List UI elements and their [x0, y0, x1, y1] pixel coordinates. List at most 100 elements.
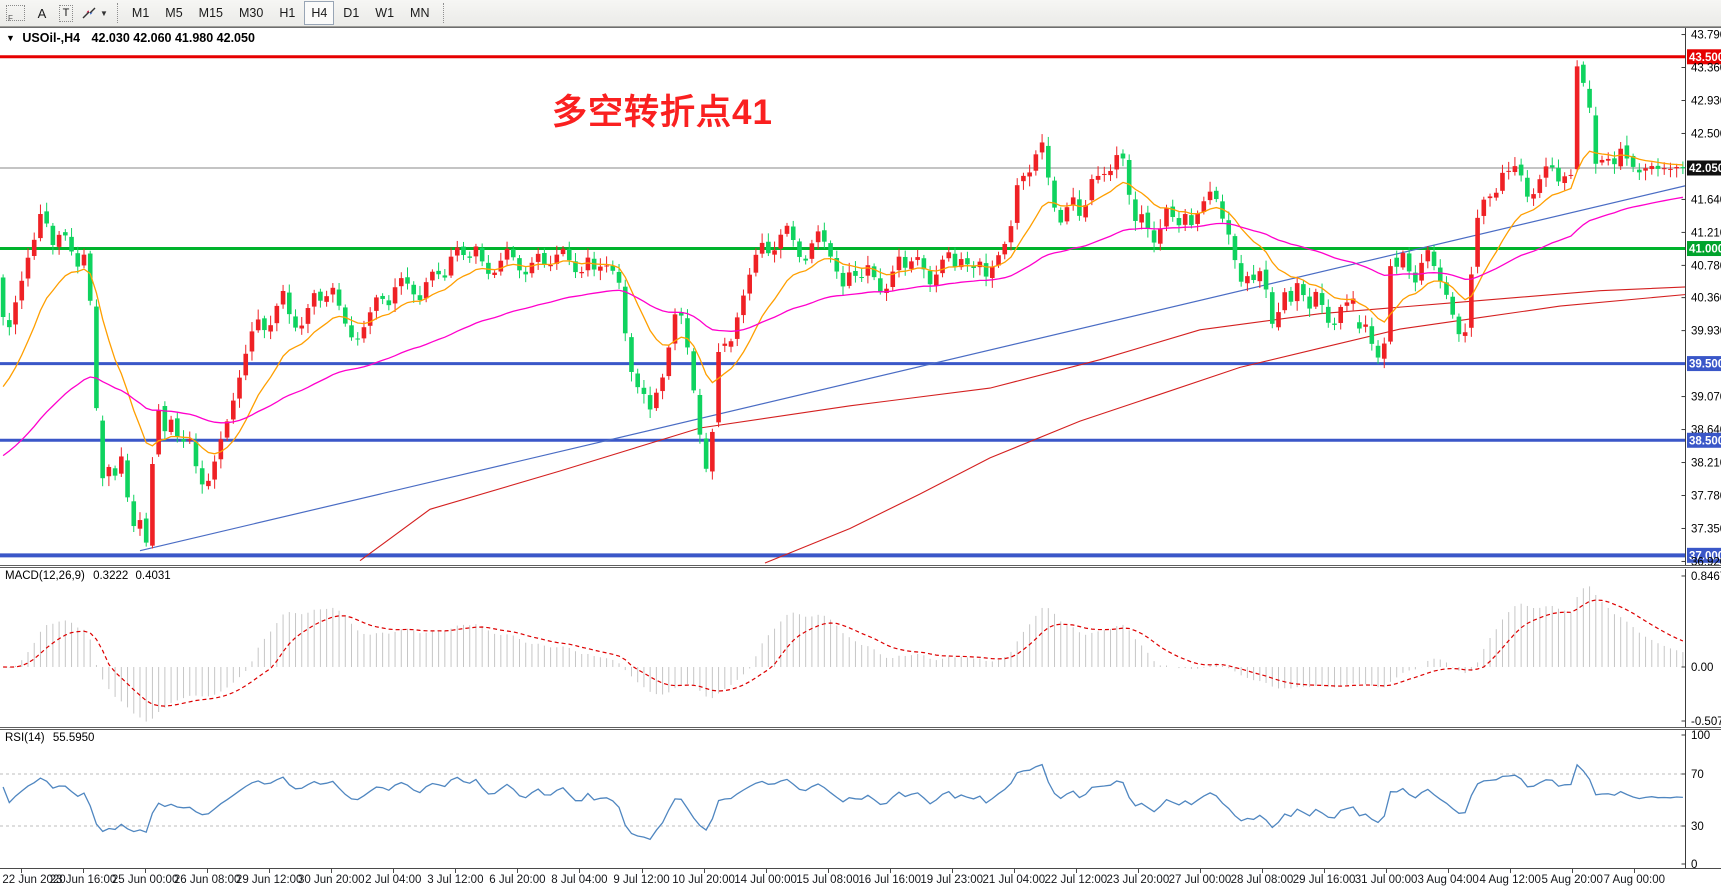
macd-axis-label: 0.8467: [1691, 571, 1721, 583]
time-tick: [1075, 869, 1077, 873]
timeframe-button-H1[interactable]: H1: [279, 6, 296, 20]
time-label: 21 Jul 04:00: [982, 874, 1046, 886]
chart-header: ▼ USOil-,H4 42.030 42.060 41.980 42.050: [6, 31, 255, 45]
collapse-indicator-icon[interactable]: ▼: [6, 33, 15, 43]
slow-ma-line: [359, 286, 1687, 562]
time-tick: [1013, 869, 1015, 873]
price-tick-label: 43.790: [1691, 30, 1721, 42]
time-tick: [1386, 869, 1388, 873]
price-badge-label: 38.500: [1689, 435, 1721, 447]
time-label: 22 Jul 12:00: [1044, 874, 1108, 886]
time-tick: [951, 869, 953, 873]
fast-ma-line: [2, 150, 1683, 455]
rsi-axis-label: 70: [1691, 769, 1704, 781]
time-label: 14 Jul 00:00: [734, 874, 797, 886]
time-tick: [269, 869, 271, 873]
template-grid-tool-button[interactable]: F: [4, 3, 29, 24]
price-badge: [1687, 160, 1721, 176]
time-label: 23 Jul 20:00: [1106, 874, 1170, 886]
time-label: 23 Jun 16:00: [49, 874, 117, 886]
time-label: 10 Jul 20:00: [672, 874, 735, 886]
price-tick-label: 36.920: [1691, 556, 1721, 566]
price-tick-label: 42.500: [1691, 128, 1721, 140]
macd-axis-label: 0.00: [1691, 662, 1713, 674]
time-label: 29 Jun 12:00: [235, 874, 303, 886]
text-label-tool-button[interactable]: A: [31, 3, 53, 24]
horizontal-levels-layer: [0, 55, 1686, 558]
chart-annotation-text[interactable]: 多空转折点41: [552, 93, 773, 132]
time-tick: [1262, 869, 1263, 873]
price-tick-label: 37.780: [1691, 491, 1721, 503]
price-badge-label: 41.000: [1689, 244, 1721, 256]
time-tick: [1324, 869, 1326, 873]
time-tick: [455, 869, 457, 873]
dropdown-caret-icon: ▼: [100, 8, 108, 18]
time-tick: [393, 869, 395, 873]
price-tick-label: 42.930: [1691, 95, 1721, 107]
time-label: 28 Jul 08:00: [1230, 874, 1294, 886]
macd-main-value: 0.3222: [93, 570, 129, 582]
timeframe-button-M15[interactable]: M15: [198, 6, 223, 20]
rsi-axis-label: 30: [1691, 821, 1704, 833]
timeframe-button-M30[interactable]: M30: [239, 6, 264, 20]
rsi-axis: 100 70 30 0: [1681, 730, 1721, 868]
rsi-axis-label: 0: [1691, 859, 1697, 868]
timeframe-button-M5[interactable]: M5: [165, 6, 183, 20]
text-box-tool-button[interactable]: T: [55, 3, 77, 24]
toolbar: F A T ▼ M1 M5 M15 M30 H1 H4 D1 W1 MN: [0, 0, 1721, 27]
time-tick: [827, 869, 829, 873]
time-label: 30 Jun 20:00: [297, 874, 365, 886]
time-tick: [1634, 869, 1636, 873]
price-badge-label: 39.500: [1689, 359, 1721, 371]
timeframe-button-W1[interactable]: W1: [375, 6, 395, 20]
time-tick: [1510, 869, 1512, 873]
time-label: 3 Jul 12:00: [427, 874, 484, 886]
timeframe-button-H4[interactable]: H4: [304, 1, 335, 25]
price-badge-label: 43.500: [1689, 52, 1721, 64]
time-tick: [83, 869, 85, 873]
time-label: 27 Jul 00:00: [1168, 874, 1232, 886]
rsi-label: RSI(14) 55.5950: [5, 732, 95, 744]
price-tick-label: 40.360: [1691, 293, 1721, 305]
toolbar-grip[interactable]: [116, 3, 118, 23]
rsi-canvas[interactable]: 100 70 30 0: [0, 730, 1721, 868]
time-tick: [331, 869, 333, 873]
macd-axis-label: -0.5072: [1691, 716, 1721, 727]
price-tick-label: 41.640: [1691, 194, 1721, 206]
timeframe-button-D1[interactable]: D1: [343, 6, 360, 20]
panel-separator[interactable]: [0, 727, 1721, 730]
time-label: 25 Jun 00:00: [111, 874, 179, 886]
timeframe-button-M1[interactable]: M1: [131, 6, 150, 20]
symbol-title: USOil-,H4: [22, 31, 81, 45]
time-tick: [21, 869, 22, 873]
timeframe-button-MN[interactable]: MN: [410, 6, 430, 20]
trendline: [139, 185, 1687, 552]
toolbar-grip[interactable]: [443, 3, 445, 23]
time-tick: [1137, 869, 1139, 873]
time-tick: [145, 869, 147, 873]
price-tick-label: 39.930: [1691, 326, 1721, 338]
macd-label: MACD(12,26,9) 0.3222 0.4031: [5, 570, 171, 582]
time-label: 22 Jun 2020: [2, 874, 66, 886]
time-tick: [579, 869, 581, 873]
time-axis[interactable]: 22 Jun 2020 23 Jun 16:00 25 Jun 00:00 26 Ju…: [0, 868, 1721, 896]
time-tick: [641, 869, 643, 873]
macd-signal-value: 0.4031: [135, 570, 171, 582]
template-grid-icon: F: [6, 5, 25, 23]
candles-layer: [0, 60, 1686, 549]
arrows-tool-button[interactable]: ▼: [81, 3, 108, 24]
time-label: 19 Jul 23:00: [920, 874, 984, 886]
time-tick: [765, 869, 767, 873]
slower-ma-line: [764, 293, 1687, 564]
macd-canvas[interactable]: 0.8467 0.00 -0.5072: [0, 569, 1721, 727]
time-label: 31 Jul 00:00: [1354, 874, 1418, 886]
time-label: 8 Jul 04:00: [551, 874, 608, 886]
price-badge-label: 42.050: [1689, 163, 1721, 175]
rsi-axis-label: 100: [1691, 730, 1710, 742]
arrows-icon: [82, 7, 96, 19]
panel-separator[interactable]: [0, 565, 1721, 568]
price-tick-label: 39.070: [1691, 392, 1721, 404]
price-badge: [1687, 547, 1721, 563]
